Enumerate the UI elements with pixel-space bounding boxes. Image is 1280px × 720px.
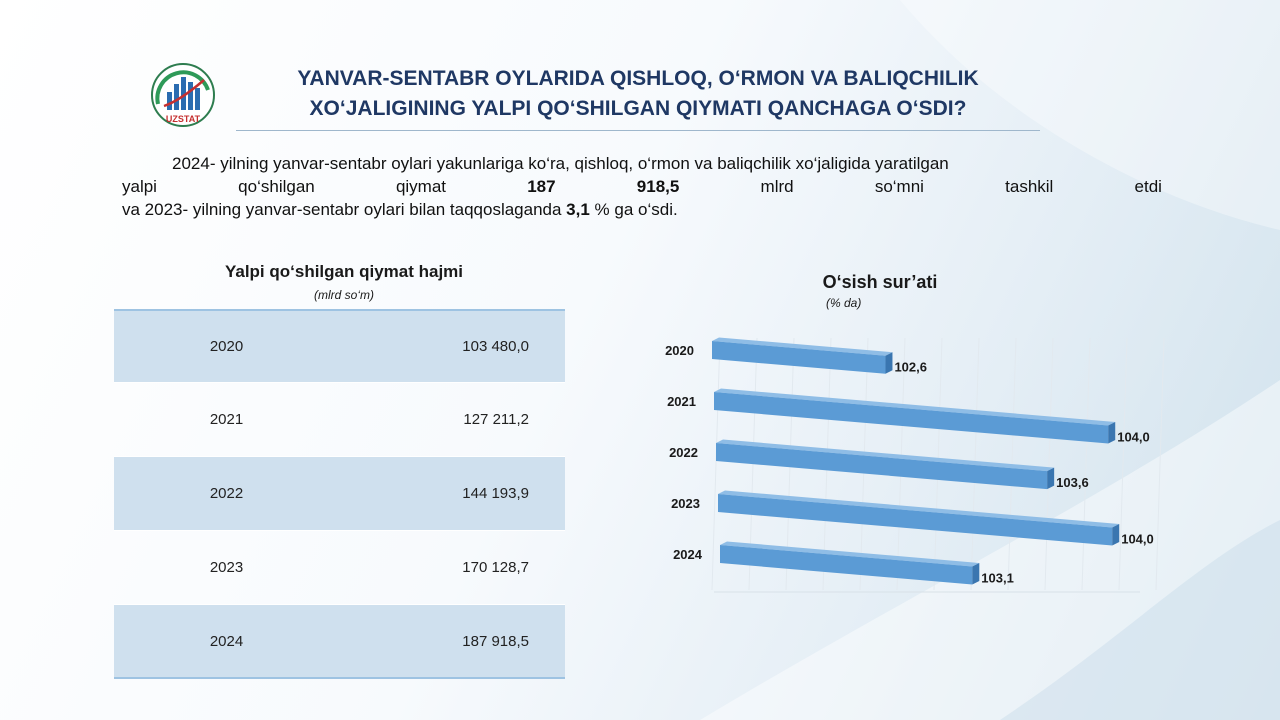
bar-top-face <box>712 337 893 356</box>
bar-2022 <box>716 443 1048 490</box>
chart-gridline <box>1155 337 1165 591</box>
chart-gridline <box>1081 337 1091 591</box>
title-divider <box>236 130 1040 131</box>
table-year: 2021 <box>209 411 244 428</box>
bar-2020 <box>712 341 886 374</box>
intro-paragraph: 2024- yilning yanvar-sentabr oylari yaku… <box>122 152 1162 221</box>
page-title: YANVAR-SENTABR OYLARIDA QISHLOQ, O‘RMON … <box>236 64 1040 124</box>
table-value: 144 193,9 <box>462 485 529 502</box>
category-label: 2023 <box>671 496 700 511</box>
table-title: Yalpi qo‘shilgan qiymat hajmi <box>224 262 464 281</box>
growth-bar-chart: 2020 102,6 2021 104,0 2022 103,6 2023 104,0 2024… <box>665 337 1165 593</box>
intro-text: % ga o‘sdi. <box>589 200 678 219</box>
bar-top-face <box>718 490 1120 528</box>
category-label: 2022 <box>669 445 698 460</box>
table-value: 170 128,7 <box>462 559 529 576</box>
table-year: 2022 <box>209 485 244 502</box>
data-label: 103,6 <box>1056 475 1089 490</box>
chart-gridline <box>1118 337 1128 591</box>
intro-word: qo‘shilgan <box>238 177 315 196</box>
intro-word: etdi <box>1134 177 1162 196</box>
table-year: 2020 <box>209 338 244 355</box>
intro-word: so‘mni <box>874 177 924 196</box>
chart-gridline <box>1044 337 1054 591</box>
uzstat-logo: UZSTAT <box>151 63 215 127</box>
intro-word: qiymat <box>395 177 447 196</box>
bar-side-face <box>885 352 893 374</box>
bar-side-face <box>1112 524 1120 546</box>
intro-line-2: yalpi qo‘shilgan qiymat 187 918,5 mlrd s… <box>122 175 1162 198</box>
bar-side-face <box>972 562 980 585</box>
category-label: 2020 <box>665 343 694 358</box>
table-year: 2023 <box>209 559 244 576</box>
intro-word: tashkil <box>1005 177 1054 196</box>
chart-unit: (% da) <box>826 296 862 310</box>
chart-title: O‘sish sur’ati <box>822 272 938 292</box>
table-row: 2020 103 480,0 <box>114 309 565 383</box>
category-label: 2024 <box>673 547 703 562</box>
bar-top-face <box>720 541 980 567</box>
bar-top-face <box>716 439 1055 472</box>
chart-gridline <box>1007 337 1017 591</box>
intro-text: va 2023- yilning yanvar-sentabr oylari b… <box>122 200 567 219</box>
table-value: 127 211,2 <box>463 411 529 428</box>
table-row: 2024 187 918,5 <box>114 605 565 679</box>
bar-2024 <box>720 545 973 585</box>
table-row: 2023 170 128,7 <box>114 531 565 605</box>
table-year: 2024 <box>209 632 244 650</box>
category-label: 2021 <box>667 394 696 409</box>
table-value: 103 480,0 <box>462 338 529 355</box>
title-line-1: YANVAR-SENTABR OYLARIDA QISHLOQ, O‘RMON … <box>297 67 979 90</box>
table-value: 187 918,5 <box>462 632 529 650</box>
table-row: 2022 144 193,9 <box>114 457 565 531</box>
bar-2021 <box>714 392 1109 444</box>
data-label: 104,0 <box>1121 532 1154 547</box>
bar-side-face <box>1108 422 1116 444</box>
value-table: 2020 103 480,0 2021 127 211,2 2022 144 1… <box>114 309 565 679</box>
data-label: 104,0 <box>1117 430 1150 445</box>
table-unit: (mlrd so‘m) <box>314 288 374 302</box>
intro-line-1: 2024- yilning yanvar-sentabr oylari yaku… <box>172 154 949 173</box>
data-label: 102,6 <box>894 360 927 375</box>
data-label: 103,1 <box>981 570 1014 585</box>
bar-top-face <box>714 388 1116 426</box>
intro-word: yalpi <box>122 177 157 196</box>
intro-line-3: va 2023- yilning yanvar-sentabr oylari b… <box>122 198 1162 221</box>
growth-percent: 3,1 <box>566 200 590 219</box>
title-line-2: XO‘JALIGINING YALPI QO‘SHILGAN QIYMATI Q… <box>309 97 967 120</box>
table-row: 2021 127 211,2 <box>114 383 565 457</box>
intro-word: mlrd <box>760 177 794 196</box>
intro-value-part2: 918,5 <box>636 177 680 196</box>
chart-gridline <box>711 337 721 591</box>
intro-value-part1: 187 <box>527 177 556 196</box>
bar-2023 <box>718 494 1113 546</box>
bar-side-face <box>1047 467 1055 490</box>
logo-text: UZSTAT <box>166 114 201 124</box>
